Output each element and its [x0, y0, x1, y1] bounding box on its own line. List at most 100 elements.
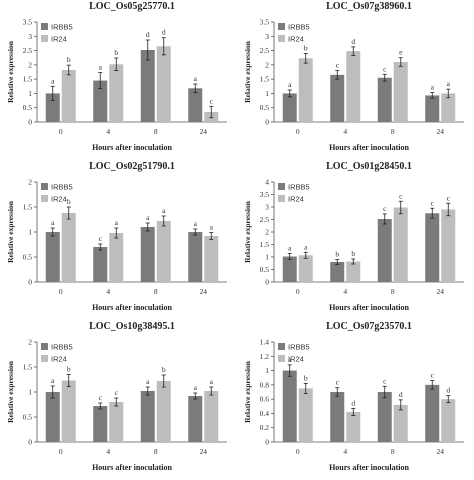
bar-irbb5 — [377, 77, 392, 122]
bar-irbb5 — [330, 262, 345, 282]
chart-panel: LOC_Os02g51790.1 0 0.5 1 1.5 2 Relative expres… — [0, 160, 237, 320]
significance-label: a — [51, 376, 55, 385]
significance-label: a — [431, 83, 435, 92]
y-tick-label: 1 — [265, 253, 269, 262]
significance-label: b — [67, 197, 71, 206]
y-tick-label: 1.5 — [260, 75, 270, 84]
chart-panel: LOC_Os05g25770.1 0 0.5 1 1.5 2 2.5 3 3.5 Relative… — [0, 0, 237, 160]
x-tick-label: 4 — [343, 287, 347, 296]
y-tick-label: 0 — [28, 438, 32, 447]
bar-ir24 — [204, 391, 219, 442]
chart-svg: LOC_Os07g38960.1 0 0.5 1 1.5 2 2.5 3 3.5 Relative… — [243, 1, 464, 152]
significance-label: c — [383, 204, 387, 213]
y-tick-label: 1 — [28, 89, 32, 98]
significance-label: a — [288, 355, 292, 364]
significance-label: c — [383, 64, 387, 73]
significance-label: a — [304, 242, 308, 251]
y-axis-label: Relative expression — [6, 40, 15, 103]
significance-label: a — [288, 244, 292, 253]
legend-swatch — [278, 355, 285, 362]
bar-ir24 — [61, 380, 76, 442]
significance-label: a — [115, 218, 119, 227]
x-tick-label: 0 — [59, 287, 63, 296]
significance-label: b — [67, 55, 71, 64]
significance-label: e — [399, 48, 403, 57]
chart-svg: LOC_Os10g38495.1 0 0.5 1 1.5 2 Relative expres… — [6, 321, 227, 472]
x-axis-label: Hours after inoculation — [92, 303, 172, 312]
legend-label: IRBB5 — [288, 343, 310, 352]
y-tick-label: 2 — [28, 178, 32, 187]
significance-label: a — [162, 206, 166, 215]
legend-swatch — [41, 195, 48, 202]
significance-label: c — [336, 378, 340, 387]
x-tick-label: 8 — [154, 287, 158, 296]
bar-ir24 — [441, 93, 456, 122]
chart-svg: LOC_Os01g28450.1 0 0.5 1 1.5 2 2.5 3 3.5 4 Relativ… — [243, 161, 464, 312]
y-tick-label: 0.6 — [260, 395, 270, 404]
y-tick-label: 0 — [265, 118, 269, 127]
bar-irbb5 — [45, 93, 60, 122]
y-tick-label: 3.5 — [260, 18, 270, 27]
y-tick-label: 1.5 — [260, 240, 270, 249]
significance-label: c — [99, 393, 103, 402]
chart-title: LOC_Os10g38495.1 — [89, 321, 175, 332]
significance-label: d — [162, 28, 166, 37]
legend-swatch — [278, 183, 285, 190]
y-tick-label: 0 — [265, 438, 269, 447]
significance-label: b — [162, 365, 166, 374]
significance-label: d — [146, 30, 150, 39]
bar-ir24 — [393, 404, 408, 442]
significance-label: d — [446, 386, 450, 395]
bar-ir24 — [441, 399, 456, 442]
bar-irbb5 — [93, 80, 108, 122]
significance-label: a — [210, 223, 214, 232]
bar-irbb5 — [425, 95, 440, 122]
chart-panel: LOC_Os07g38960.1 0 0.5 1 1.5 2 2.5 3 3.5 Relative… — [237, 0, 474, 160]
y-tick-label: 0.5 — [23, 253, 33, 262]
x-axis-label: Hours after inoculation — [329, 463, 409, 472]
y-axis-label: Relative expression — [6, 200, 15, 263]
legend-swatch — [41, 355, 48, 362]
y-tick-label: 4 — [265, 178, 269, 187]
bar-irbb5 — [140, 227, 155, 282]
y-tick-label: 3.5 — [23, 18, 33, 27]
bar-ir24 — [156, 221, 171, 282]
y-tick-label: 1.2 — [260, 352, 270, 361]
y-tick-label: 0.5 — [23, 103, 33, 112]
bar-irbb5 — [188, 88, 203, 122]
bar-ir24 — [393, 62, 408, 122]
x-tick-label: 8 — [391, 127, 395, 136]
y-tick-label: 0.4 — [260, 409, 270, 418]
y-tick-label: 0 — [265, 278, 269, 287]
x-tick-label: 0 — [296, 287, 300, 296]
legend-swatch — [41, 183, 48, 190]
bar-irbb5 — [45, 232, 60, 282]
chart-svg: LOC_Os05g25770.1 0 0.5 1 1.5 2 2.5 3 3.5 Relative… — [6, 1, 227, 152]
legend-label: IR24 — [288, 195, 304, 204]
legend-label: IR24 — [51, 195, 67, 204]
significance-label: a — [146, 377, 150, 386]
y-tick-label: 1.5 — [23, 75, 33, 84]
legend-label: IRBB5 — [51, 23, 73, 32]
chart-svg: LOC_Os07g23570.1 0 0.2 0.4 0.6 0.8 1 1.2 1.4 Rela… — [243, 321, 464, 472]
chart-panel: LOC_Os10g38495.1 0 0.5 1 1.5 2 Relative expres… — [0, 320, 237, 480]
significance-label: b — [114, 48, 118, 57]
legend-label: IR24 — [288, 355, 304, 364]
y-tick-label: 2 — [265, 60, 269, 69]
x-tick-label: 4 — [106, 447, 110, 456]
chart-svg: LOC_Os02g51790.1 0 0.5 1 1.5 2 Relative expres… — [6, 161, 227, 312]
significance-label: b — [67, 365, 71, 374]
legend-label: IRBB5 — [288, 183, 310, 192]
bar-irbb5 — [93, 247, 108, 282]
significance-label: c — [447, 193, 451, 202]
chart-title: LOC_Os05g25770.1 — [89, 1, 175, 12]
significance-label: a — [194, 74, 198, 83]
y-tick-label: 0 — [28, 118, 32, 127]
x-tick-label: 8 — [391, 287, 395, 296]
y-tick-label: 1 — [28, 388, 32, 397]
y-tick-label: 3 — [265, 32, 269, 41]
legend-label: IR24 — [51, 35, 67, 44]
bar-ir24 — [61, 213, 76, 282]
bar-ir24 — [156, 46, 171, 122]
significance-label: c — [431, 371, 435, 380]
